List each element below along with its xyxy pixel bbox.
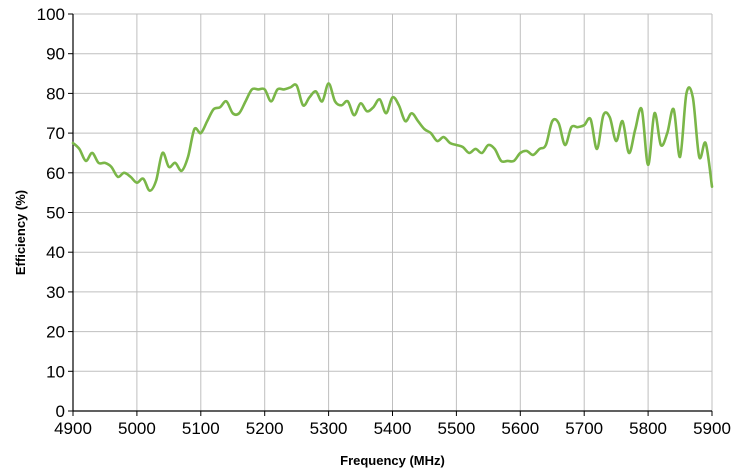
x-tick-label: 5500 xyxy=(437,419,475,438)
y-tick-label: 90 xyxy=(46,45,65,64)
y-tick-label: 30 xyxy=(46,283,65,302)
x-tick-label: 5200 xyxy=(246,419,284,438)
y-axis-title: Efficiency (%) xyxy=(13,190,28,275)
x-tick-label: 4900 xyxy=(54,419,92,438)
y-tick-label: 70 xyxy=(46,124,65,143)
x-tick-label: 5000 xyxy=(118,419,156,438)
x-tick-label: 5400 xyxy=(374,419,412,438)
x-tick-label: 5900 xyxy=(693,419,731,438)
y-tick-label: 10 xyxy=(46,362,65,381)
grid-lines xyxy=(72,13,713,412)
y-tick-label: 80 xyxy=(46,84,65,103)
y-tick-label: 50 xyxy=(46,204,65,223)
y-tick-label: 0 xyxy=(56,402,65,421)
y-tick-label: 60 xyxy=(46,164,65,183)
x-axis-title: Frequency (MHz) xyxy=(340,453,445,468)
series-layer xyxy=(71,82,714,192)
y-tick-label: 100 xyxy=(37,5,65,24)
x-tick-label: 5600 xyxy=(501,419,539,438)
x-tick-label: 5100 xyxy=(182,419,220,438)
x-tick-label: 5700 xyxy=(565,419,603,438)
efficiency-series-line xyxy=(71,82,714,192)
x-tick-label: 5300 xyxy=(310,419,348,438)
y-tick-labels: 0 10 20 30 40 50 60 70 80 90 100 xyxy=(37,5,65,421)
x-tick-labels: 4900 5000 5100 5200 5300 5400 5500 5600 5700 5800… xyxy=(54,419,731,438)
x-tick-label: 5800 xyxy=(629,419,667,438)
y-tick-label: 40 xyxy=(46,243,65,262)
y-tick-label: 20 xyxy=(46,323,65,342)
axes xyxy=(68,13,713,416)
